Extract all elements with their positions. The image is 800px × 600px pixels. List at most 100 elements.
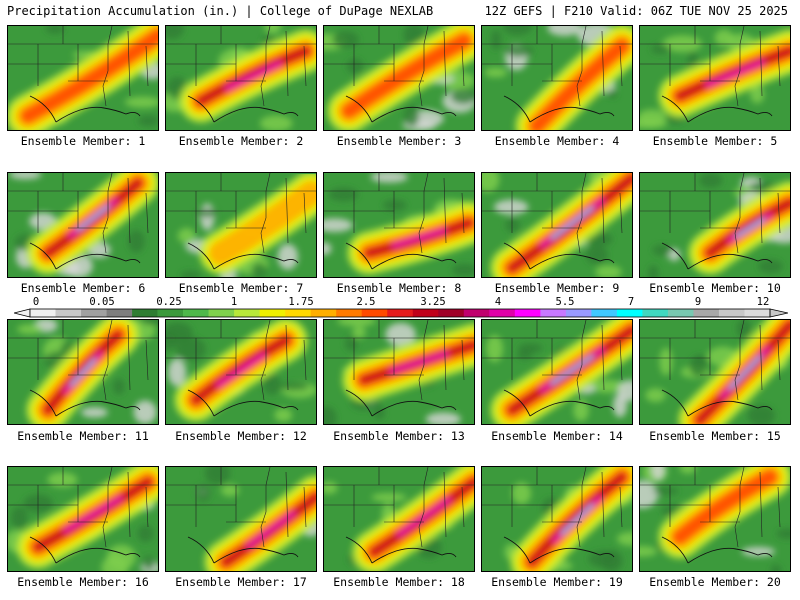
precip-blob	[371, 492, 407, 502]
state-borders	[482, 26, 632, 107]
colorbar-swatch	[310, 309, 337, 317]
member-caption: Ensemble Member: 16	[17, 575, 149, 589]
precip-blob	[166, 26, 184, 40]
state-borders	[8, 26, 158, 107]
ensemble-member-map	[323, 25, 475, 131]
precip-blob	[383, 199, 407, 212]
state-border-line	[102, 338, 109, 401]
member-caption: Ensemble Member: 4	[494, 134, 620, 148]
gulf-coastline	[187, 242, 299, 270]
state-border-line	[739, 320, 745, 339]
precip-band	[209, 181, 316, 265]
state-border-line	[285, 177, 289, 244]
colorbar-tick-label: 0	[32, 296, 40, 308]
precip-blob	[352, 326, 366, 339]
gulf-coastline	[503, 95, 615, 123]
colorbar-swatch	[565, 309, 592, 317]
precip-blob	[373, 405, 385, 420]
precip-blob	[617, 380, 632, 401]
gulf-coastline	[661, 389, 773, 417]
colorbar-swatch	[183, 309, 209, 317]
member-caption: Ensemble Member: 9	[494, 281, 620, 295]
state-border-line	[461, 192, 465, 234]
precip-blob	[650, 44, 670, 55]
ensemble-member-map	[7, 172, 159, 278]
precip-blob	[80, 407, 108, 418]
precip-blob	[167, 358, 187, 387]
state-borders	[8, 320, 158, 401]
precip-blob	[490, 29, 502, 50]
colorbar-tick-label: 7	[627, 296, 635, 308]
precip-blob	[128, 229, 145, 253]
gulf-coastline	[187, 95, 299, 123]
colorbar-tick-label: 0.05	[89, 296, 115, 308]
state-border-line	[759, 30, 763, 97]
precip-blob	[451, 263, 474, 277]
state-border-line	[734, 44, 741, 107]
precip-blob	[511, 482, 532, 505]
precip-band	[20, 28, 158, 124]
colorbar-swatch	[208, 309, 235, 317]
precip-blob	[573, 398, 589, 422]
state-border-line	[601, 177, 605, 244]
precip-blob	[659, 347, 673, 376]
member-caption: Ensemble Member: 2	[178, 134, 304, 148]
member-caption: Ensemble Member: 17	[175, 575, 307, 589]
state-border-line	[443, 30, 447, 97]
state-border-line	[423, 26, 429, 45]
precip-blob	[138, 115, 158, 127]
state-border-line	[619, 45, 623, 87]
colorbar-tick-label: 5.5	[555, 296, 575, 308]
state-border-line	[777, 486, 781, 528]
precip-blob	[180, 270, 201, 277]
colorbar-swatch	[285, 309, 311, 317]
colorbar-swatch	[55, 309, 82, 317]
state-border-line	[265, 320, 271, 339]
member-caption: Ensemble Member: 14	[491, 429, 623, 443]
colorbar-left-arrow	[14, 308, 31, 318]
colorbar-swatch	[667, 309, 694, 317]
state-border-line	[734, 338, 741, 401]
state-border-line	[576, 191, 583, 254]
colorbar-tick-label: 4	[494, 296, 502, 308]
precip-blob	[45, 26, 65, 34]
state-borders	[166, 26, 316, 107]
precip-blob	[640, 480, 659, 509]
state-border-line	[303, 45, 307, 87]
ensemble-member-map	[639, 466, 791, 572]
precip-core	[389, 351, 449, 374]
state-border-line	[581, 467, 587, 486]
precip-blob	[585, 245, 608, 265]
state-border-line	[759, 177, 763, 244]
ensemble-member-map	[7, 25, 159, 131]
state-borders	[482, 467, 632, 548]
state-border-line	[734, 485, 741, 548]
colorbar-tick-label: 2.5	[356, 296, 376, 308]
colorbar-swatch	[438, 309, 465, 317]
state-border-line	[265, 26, 271, 45]
gulf-coastline	[503, 389, 615, 417]
state-border-line	[734, 191, 741, 254]
precip-blob	[588, 550, 617, 568]
member-caption: Ensemble Member: 18	[333, 575, 465, 589]
precip-blob	[370, 173, 408, 183]
state-border-line	[418, 44, 425, 107]
state-border-line	[576, 44, 583, 107]
colorbar-swatch	[336, 309, 363, 317]
precip-blob	[613, 393, 628, 418]
precip-blob	[332, 31, 359, 49]
state-border-line	[265, 173, 271, 192]
colorbar-swatch	[132, 309, 158, 317]
gulf-coastline	[345, 536, 457, 564]
state-border-line	[777, 45, 781, 87]
precip-blob	[450, 88, 474, 105]
precip-blob	[547, 26, 582, 37]
state-border-line	[303, 339, 307, 381]
precip-blob	[143, 555, 155, 571]
colorbar-tick-label: 1.75	[288, 296, 314, 308]
precip-blob	[503, 26, 533, 36]
precip-blob	[166, 333, 178, 351]
colorbar-swatch	[591, 309, 618, 317]
state-border-line	[107, 320, 113, 339]
gulf-coastline	[29, 389, 141, 417]
